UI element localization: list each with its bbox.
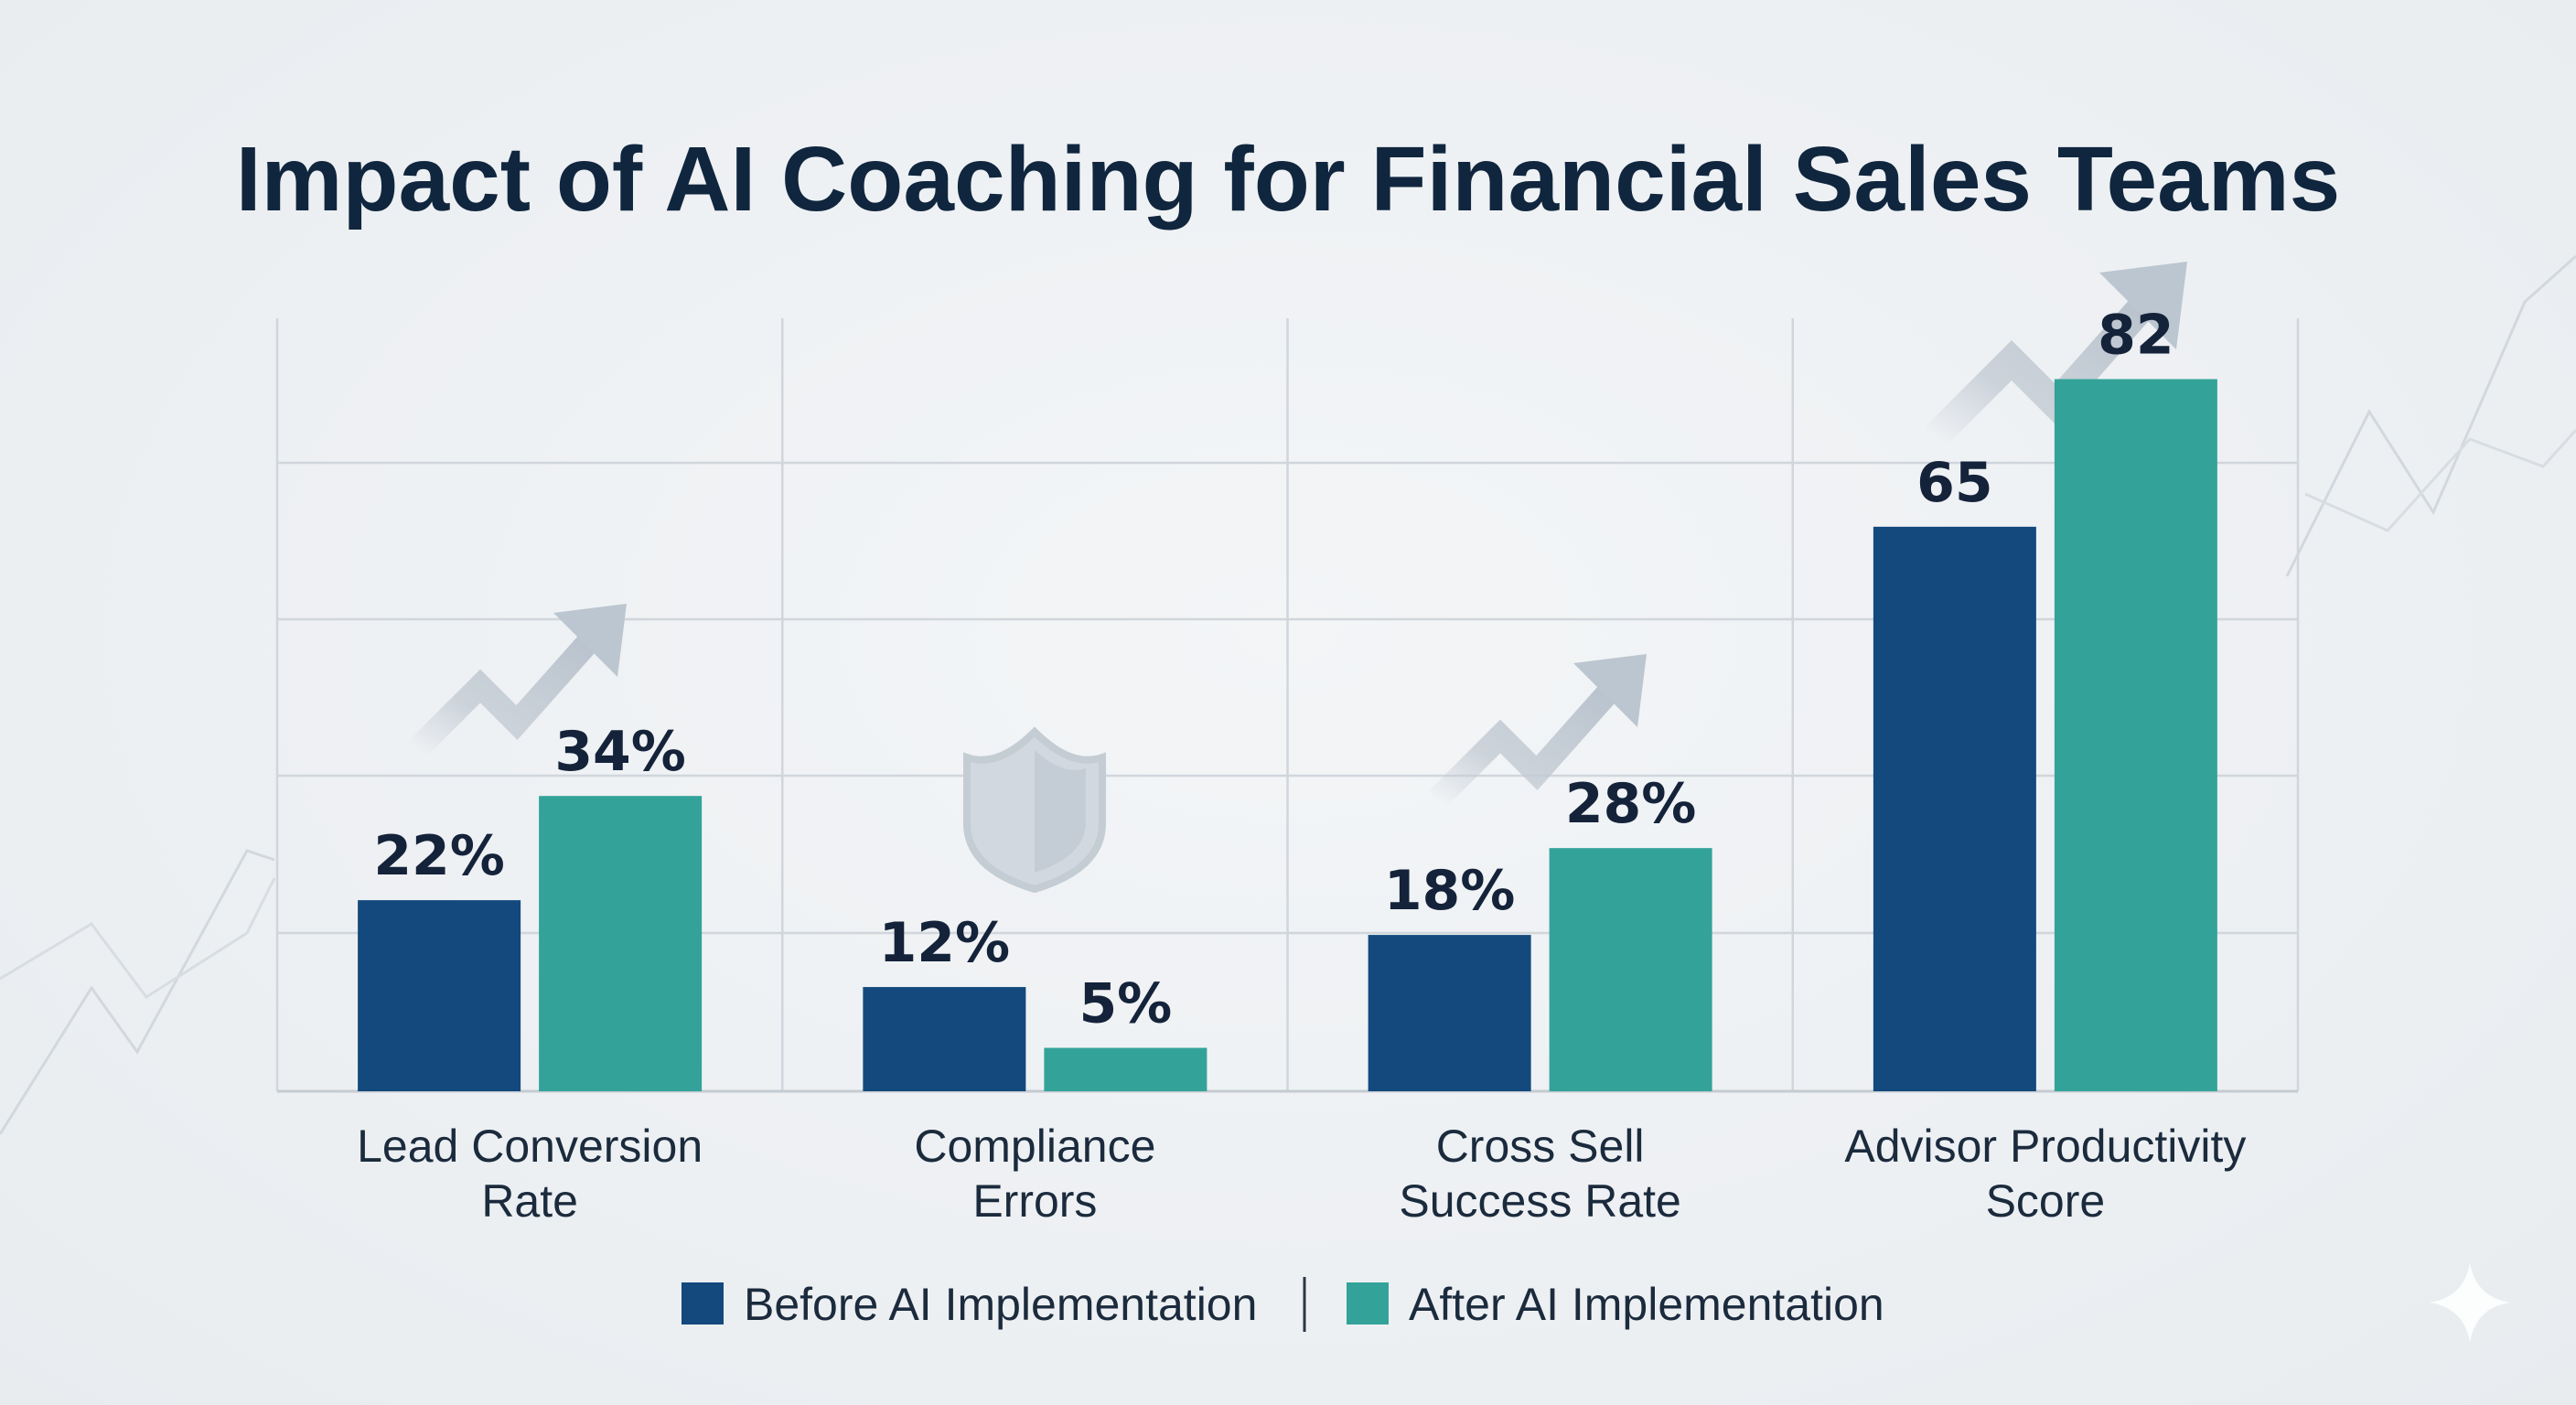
value-label-before-2: 18% (1384, 859, 1516, 923)
value-label-after-3: 82 (2098, 303, 2174, 367)
value-label-before-1: 12% (879, 911, 1011, 975)
value-label-after-0: 34% (554, 720, 686, 784)
shield-icon (963, 726, 1106, 894)
background-line-chart (0, 254, 2576, 1135)
bar-before-2 (1368, 935, 1531, 1091)
trend-arrow-icon (407, 604, 627, 759)
bar-before-3 (1873, 526, 2036, 1091)
bar-after-1 (1044, 1047, 1208, 1091)
value-label-before-0: 22% (373, 824, 505, 888)
chart-legend: Before AI Implementation After AI Impleme… (682, 1277, 1884, 1332)
category-label-0: Lead Conversion Rate (357, 1121, 703, 1227)
value-labels: 22% 34% 12% 5% 18% 28% 65 82 (373, 303, 2174, 1035)
bar-before-1 (863, 987, 1026, 1091)
trend-arrow-icon (1924, 262, 2187, 448)
legend-swatch-after (1347, 1282, 1389, 1325)
legend-label-before: Before AI Implementation (744, 1279, 1257, 1330)
sparkle-icon (2430, 1262, 2510, 1343)
chart-title: Impact of AI Coaching for Financial Sale… (236, 128, 2341, 231)
bar-before-0 (358, 900, 521, 1091)
legend-swatch-before (682, 1282, 724, 1325)
category-label-2: Cross Sell Success Rate (1399, 1121, 1680, 1227)
bar-after-3 (2054, 379, 2217, 1091)
chart-decorations (407, 262, 2187, 894)
value-label-before-3: 65 (1916, 451, 1993, 515)
category-label-1: Compliance Errors (914, 1121, 1155, 1227)
category-labels: Lead Conversion Rate Compliance Errors Cross… (357, 1121, 2246, 1227)
bar-after-2 (1549, 848, 1712, 1091)
bar-after-0 (539, 796, 703, 1091)
value-label-after-2: 28% (1565, 772, 1697, 836)
legend-label-after: After AI Implementation (1409, 1279, 1884, 1330)
category-label-3: Advisor Productivity Score (1844, 1121, 2246, 1227)
chart-bars (358, 379, 2217, 1091)
trend-arrow-icon (1427, 654, 1647, 810)
value-label-after-1: 5% (1079, 972, 1172, 1036)
